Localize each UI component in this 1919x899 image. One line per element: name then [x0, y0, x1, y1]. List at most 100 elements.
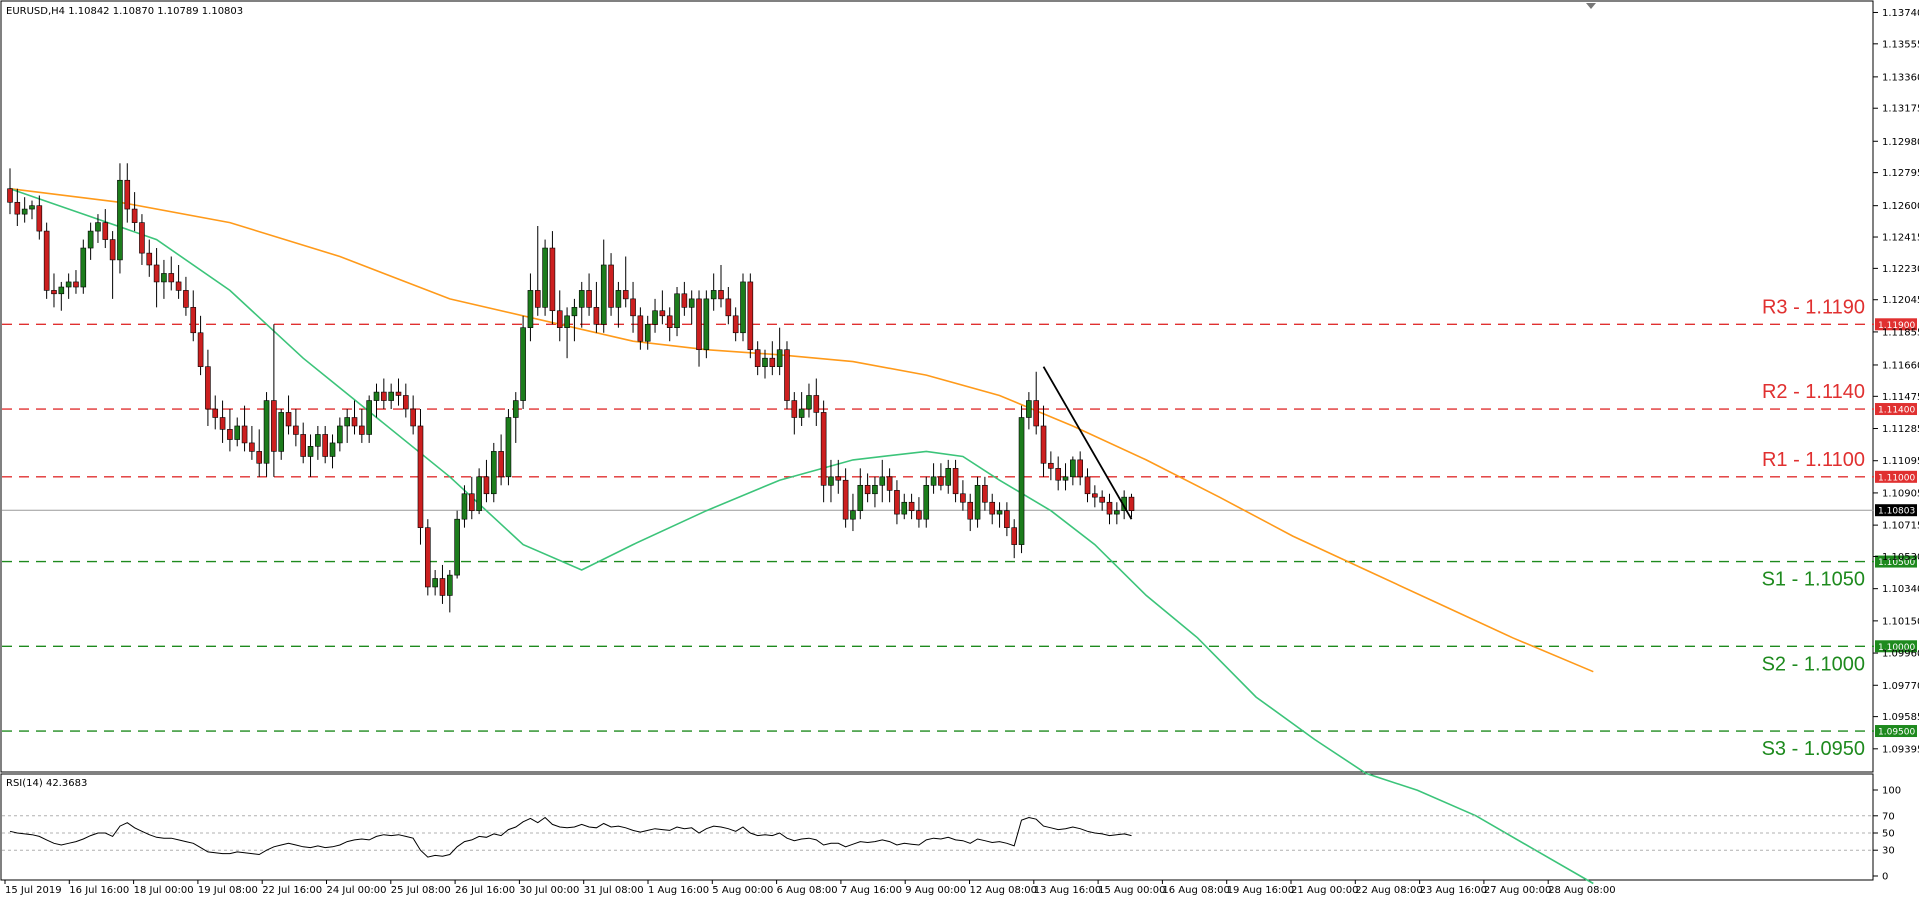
candle [747, 273, 754, 359]
candle [615, 281, 622, 328]
trendline-layer [1042, 366, 1133, 520]
rsi-layer: 100 70 50 30 0 [2, 786, 1901, 883]
price-tick-label: 1.13360 [1882, 72, 1919, 83]
price-tick-label: 1.10150 [1882, 616, 1919, 627]
price-tick-label: 1.10530 [1882, 552, 1919, 563]
level-label: S2 - 1.1000 [1762, 653, 1865, 675]
candle [872, 476, 878, 508]
price-tick-label: 1.09585 [1882, 712, 1919, 723]
price-tick-label: 1.12980 [1882, 137, 1919, 148]
candle [879, 459, 886, 503]
candle [95, 214, 101, 243]
candle [996, 502, 1003, 528]
price-tick-label: 1.09395 [1882, 744, 1919, 755]
candle [688, 290, 695, 325]
candle [571, 298, 578, 342]
time-tick-label: 18 Jul 00:00 [134, 885, 194, 896]
time-tick-label: 16 Jul 16:00 [69, 885, 129, 896]
time-tick-label: 26 Jul 16:00 [455, 885, 515, 896]
moving-averages-layer [9, 187, 1594, 885]
candle [388, 383, 394, 410]
candle [439, 564, 446, 604]
candle [197, 315, 204, 376]
candle [139, 214, 145, 265]
price-tick-label: 1.11855 [1882, 327, 1919, 338]
price-tick-label: 1.11660 [1882, 360, 1919, 371]
candle [923, 476, 930, 528]
rsi-tick-label: 0 [1882, 872, 1888, 883]
candle [505, 409, 512, 486]
candle [403, 383, 409, 418]
candle [381, 378, 387, 410]
candle [21, 197, 28, 223]
level-price-tag-text: 1.11400 [1878, 406, 1915, 416]
price-tick-label: 1.12230 [1882, 264, 1919, 275]
candle [938, 463, 944, 491]
candle [813, 378, 820, 426]
scroll-marker-icon[interactable] [1586, 3, 1596, 9]
candle [652, 298, 658, 333]
price-tick-label: 1.12045 [1882, 295, 1919, 306]
candle [14, 188, 21, 227]
time-tick-label: 22 Aug 08:00 [1355, 885, 1422, 896]
level-price-tag [1875, 403, 1917, 416]
price-tick-label: 1.09770 [1882, 681, 1919, 692]
symbol-header: EURUSD,H4 1.10842 1.10870 1.10789 1.1080… [6, 6, 243, 17]
candle [1040, 405, 1047, 477]
candle [249, 425, 255, 460]
candle [1128, 493, 1135, 518]
time-tick-label: 9 Aug 00:00 [905, 885, 966, 896]
candle [51, 273, 57, 308]
candle [520, 315, 526, 410]
candle [168, 256, 175, 291]
current-price-tag [1875, 504, 1917, 517]
candle [219, 400, 226, 443]
candle [131, 192, 138, 232]
candle [586, 273, 592, 316]
level-label: R3 - 1.1190 [1762, 296, 1865, 318]
candle [468, 476, 475, 520]
candle [1077, 451, 1083, 486]
candle [549, 231, 556, 325]
candle [1048, 451, 1054, 481]
candle [681, 281, 688, 316]
candle [87, 222, 94, 260]
candle [542, 239, 548, 316]
candle [564, 307, 570, 359]
time-tick-label: 6 Aug 08:00 [777, 885, 838, 896]
candle [161, 259, 167, 299]
candle [1055, 456, 1061, 491]
price-tick-label: 1.10340 [1882, 584, 1919, 595]
candle [322, 425, 328, 464]
candle [498, 434, 504, 486]
candle [630, 281, 636, 333]
rsi-line [9, 816, 1132, 858]
candle [967, 493, 974, 532]
time-tick-label: 27 Aug 00:00 [1484, 885, 1551, 896]
candle [109, 231, 116, 299]
candle [556, 290, 563, 342]
candle [490, 442, 497, 503]
rsi-tick-label: 50 [1882, 829, 1895, 840]
candle [300, 422, 307, 464]
candle [960, 480, 966, 511]
candle [1106, 493, 1113, 525]
time-tick-label: 15 Jul 2019 [5, 885, 62, 896]
level-price-tag [1875, 555, 1917, 568]
candle [534, 226, 541, 316]
time-tick-label: 12 Aug 08:00 [970, 885, 1037, 896]
candle [600, 239, 607, 333]
candle [1114, 502, 1120, 525]
candle [835, 459, 842, 494]
candle [974, 476, 981, 528]
time-tick-label: 5 Aug 00:00 [712, 885, 773, 896]
time-tick-label: 19 Aug 16:00 [1227, 885, 1294, 896]
candle [278, 409, 285, 460]
candle [373, 383, 380, 418]
candle [153, 248, 160, 308]
candle [234, 417, 241, 447]
candle [124, 163, 131, 223]
candle [850, 493, 856, 532]
candle [908, 493, 915, 520]
